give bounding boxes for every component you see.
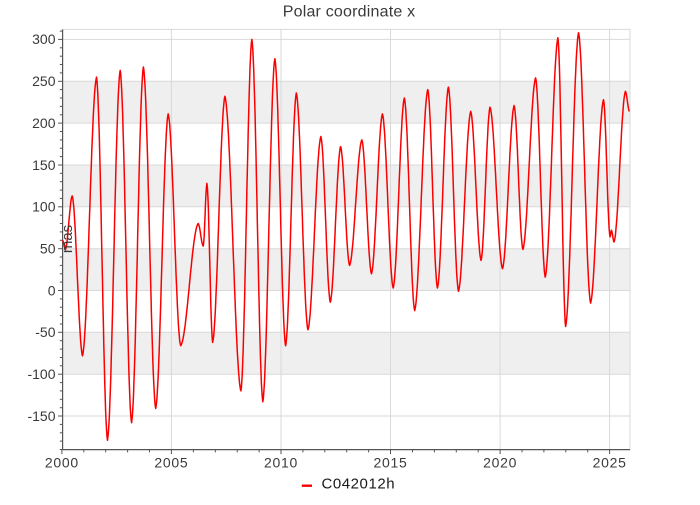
svg-text:150: 150	[32, 157, 56, 173]
svg-text:2005: 2005	[154, 455, 188, 471]
svg-text:-100: -100	[27, 366, 55, 382]
svg-text:50: 50	[40, 241, 56, 257]
svg-text:2015: 2015	[374, 455, 408, 471]
svg-text:250: 250	[32, 73, 56, 89]
svg-text:2000: 2000	[45, 455, 79, 471]
svg-text:300: 300	[32, 31, 56, 47]
svg-text:-50: -50	[35, 324, 55, 340]
svg-text:0: 0	[48, 282, 56, 298]
svg-text:C042012h: C042012h	[322, 476, 396, 493]
svg-text:2020: 2020	[483, 455, 517, 471]
svg-text:200: 200	[32, 115, 56, 131]
svg-text:-150: -150	[27, 408, 55, 424]
svg-text:2025: 2025	[593, 455, 627, 471]
svg-text:Polar coordinate x: Polar coordinate x	[283, 4, 416, 21]
svg-text:100: 100	[32, 199, 56, 215]
svg-text:mas: mas	[59, 225, 76, 253]
svg-text:2010: 2010	[264, 455, 298, 471]
